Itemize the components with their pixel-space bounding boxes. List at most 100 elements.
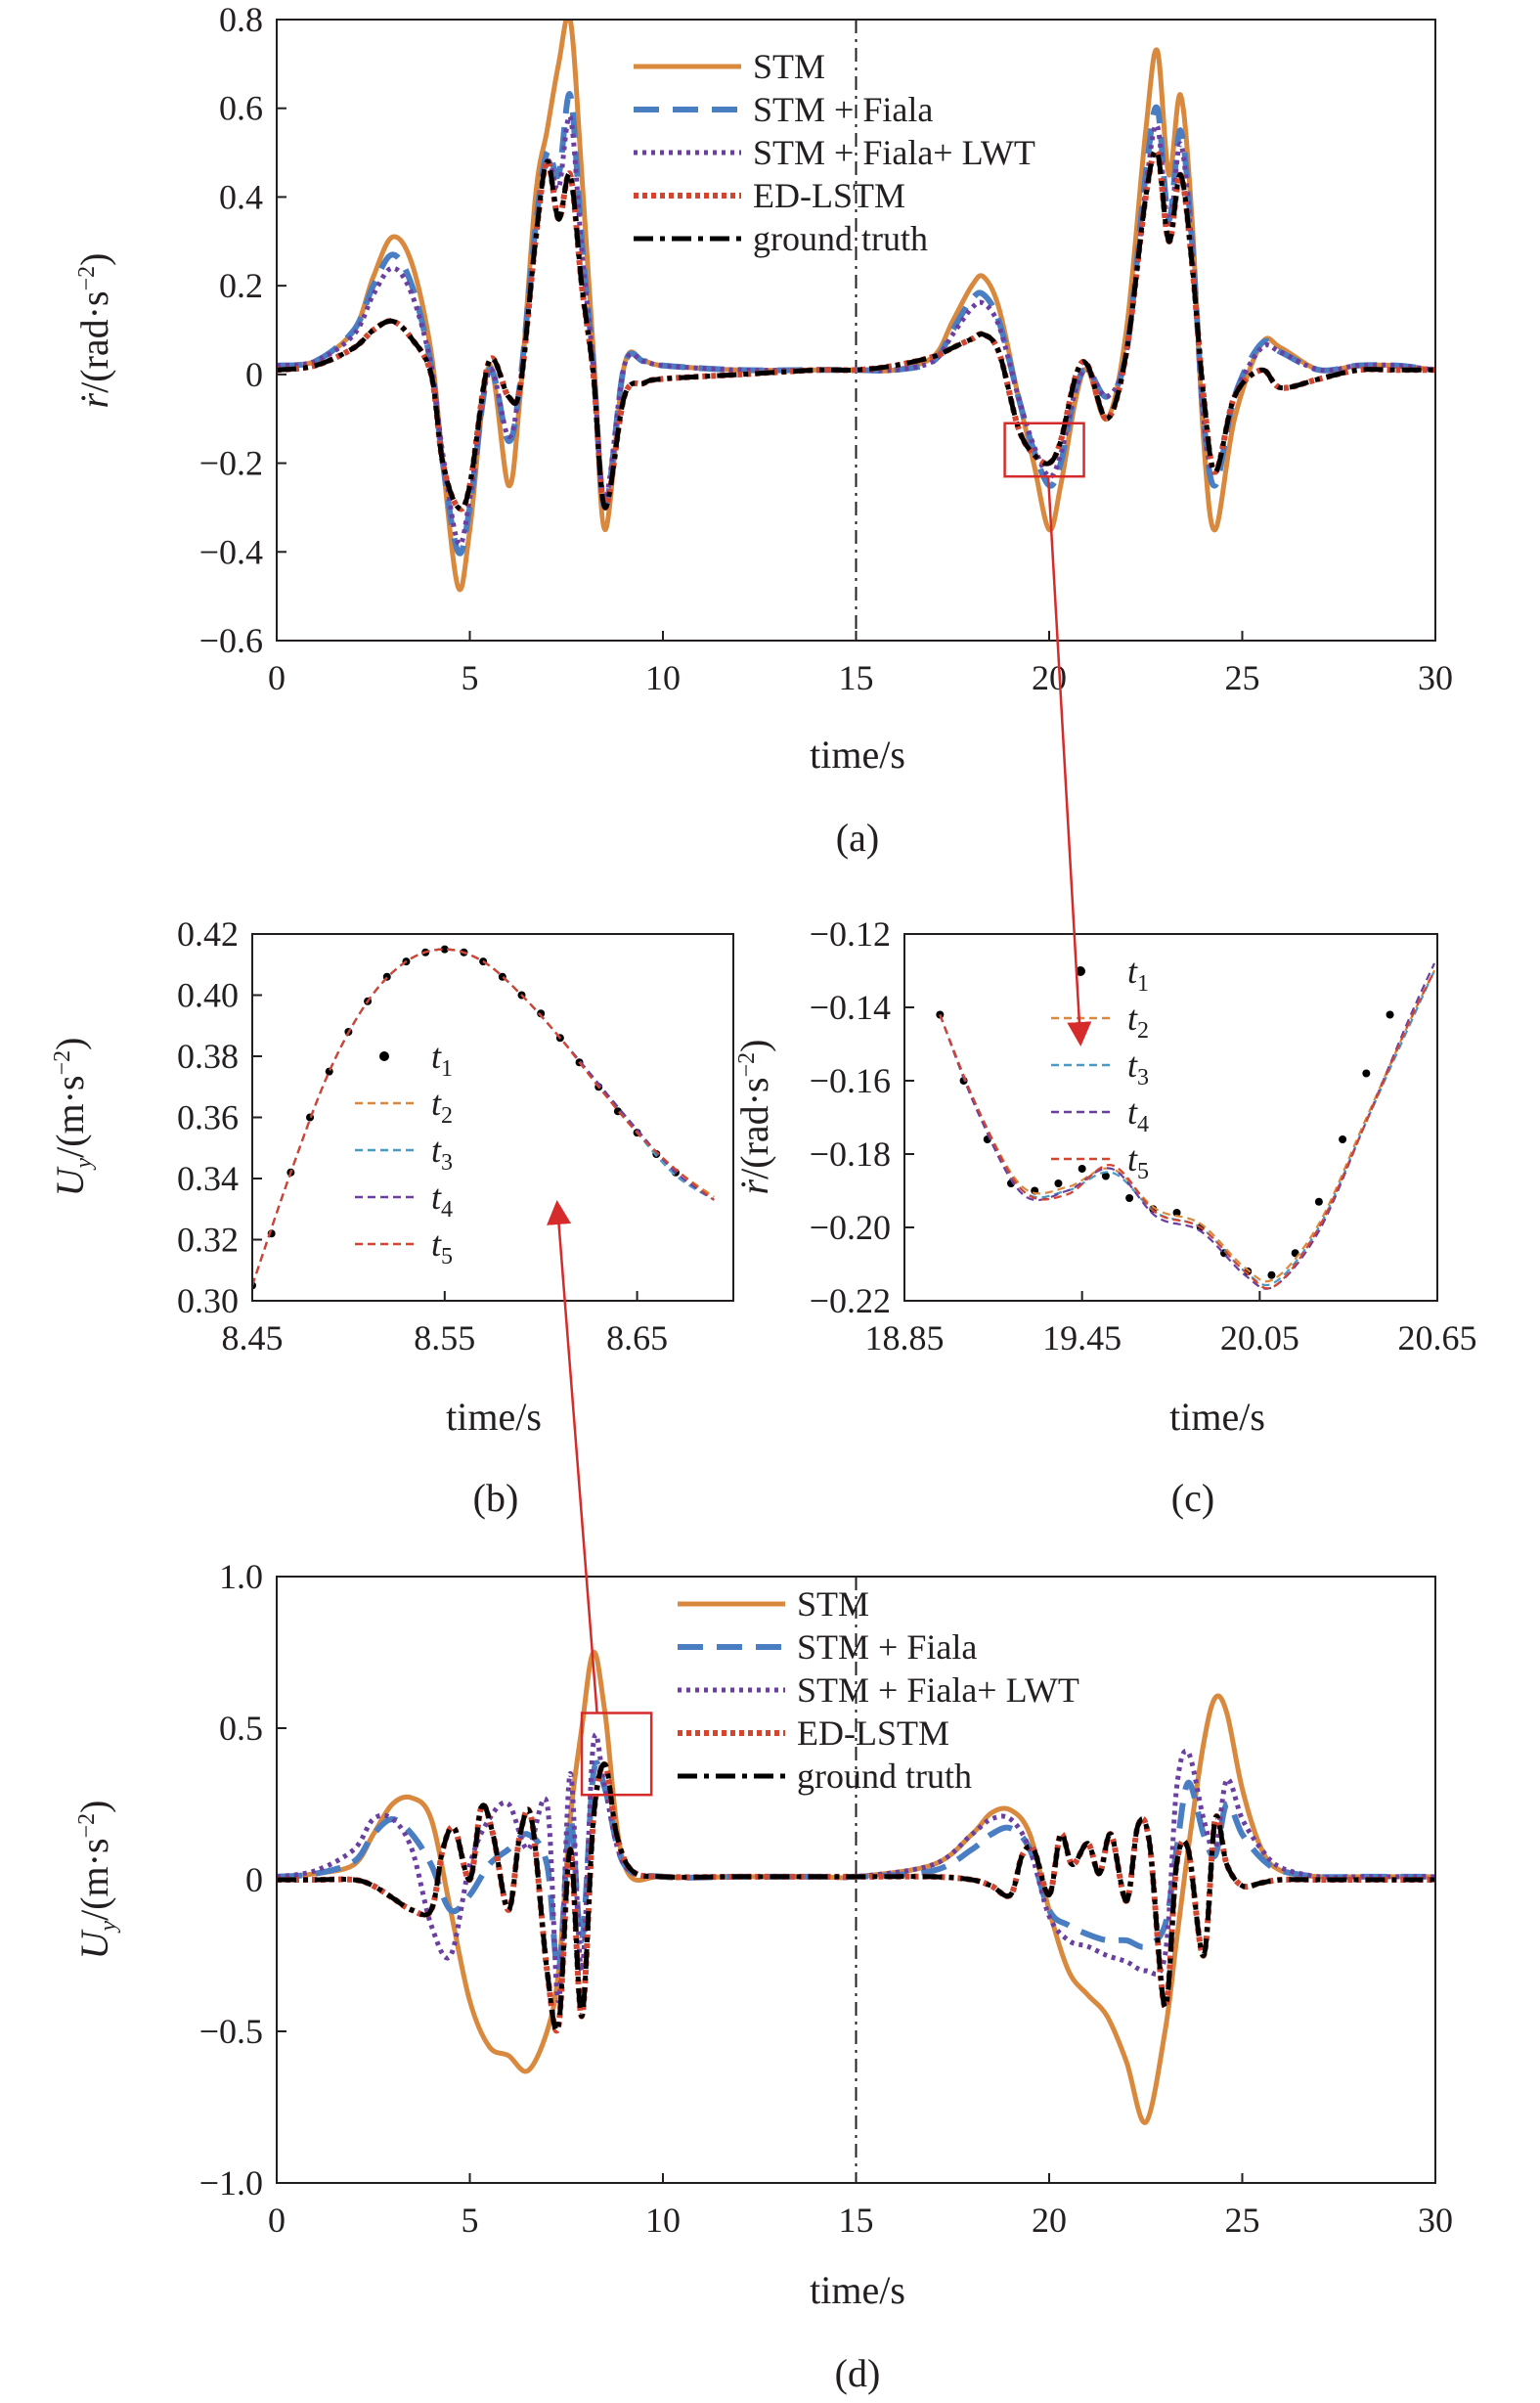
legend-label-base: t	[1127, 999, 1138, 1038]
y-tick-label: 0.8	[219, 0, 263, 39]
y-axis-label-unit: /(m·s	[72, 1838, 116, 1920]
x-tick-label: 25	[1225, 2201, 1260, 2240]
plot-frame	[276, 19, 1436, 642]
x-tick-label: 8.55	[414, 1318, 475, 1357]
y-tick-label: −0.5	[199, 2012, 263, 2051]
y-axis-label-close: )	[72, 253, 116, 266]
y-tick-label: 0.2	[219, 266, 263, 305]
y-tick-label: 0.30	[177, 1281, 239, 1320]
y-tick-label: −0.20	[810, 1208, 891, 1247]
legend-label: t2	[1127, 999, 1149, 1044]
y-axis-label: Uy/(m·s−2)	[72, 1801, 121, 1960]
x-tick-label: 20.65	[1398, 1318, 1477, 1357]
y-tick-label: −0.6	[199, 621, 263, 660]
legend-label: t1	[431, 1037, 453, 1082]
plot-area	[252, 945, 715, 1290]
legend-label: t3	[1127, 1046, 1149, 1090]
y-axis-label-unit: /(m·s	[48, 1075, 92, 1157]
zoom-box	[580, 1712, 653, 1797]
x-tick-label: 30	[1418, 658, 1453, 697]
y-tick-label: −0.2	[199, 444, 263, 483]
legend-label: STM + Fiala	[797, 1627, 977, 1667]
plot-frame	[276, 1576, 1436, 2184]
y-tick-label: 0	[245, 355, 263, 394]
series-line-t-5	[939, 970, 1435, 1290]
data-point-t_1	[537, 1009, 546, 1018]
legend-label-sub: 1	[1137, 971, 1149, 997]
panel-caption: (b)	[473, 1476, 519, 1520]
legend-label-base: t	[1127, 952, 1138, 991]
y-axis-label-exp: −2	[50, 1050, 75, 1076]
legend-label: ED-LSTM	[753, 176, 905, 215]
x-tick-label: 25	[1225, 658, 1260, 697]
y-tick-label: 0.38	[177, 1037, 239, 1076]
y-tick-label: −0.12	[810, 914, 891, 954]
legend-label: ground truth	[753, 219, 928, 258]
y-axis-label-var: U	[48, 1165, 92, 1196]
data-point-t_1	[1054, 1179, 1063, 1187]
legend-label: STM + Fiala+ LWT	[797, 1670, 1079, 1710]
y-axis-label-exp: −2	[74, 266, 100, 291]
x-tick-label: 20.05	[1220, 1318, 1299, 1357]
legend-label-base: t	[431, 1178, 442, 1217]
y-tick-label: 0	[245, 1860, 263, 1899]
y-tick-label: 0.6	[219, 89, 263, 128]
y-tick-label: −0.16	[810, 1061, 891, 1100]
panel-a: 0 5 10 15 20 25 30−0.6−0.4−0.200.20.40.60.8tim…	[72, 0, 1453, 860]
plot-frame	[251, 933, 734, 1302]
zoom-arrow-a-to-c	[1046, 476, 1092, 1046]
legend-label: t4	[431, 1178, 453, 1223]
y-tick-label: −0.18	[810, 1135, 891, 1174]
x-tick-label: 10	[645, 2201, 681, 2240]
y-tick-label: 0.36	[177, 1098, 239, 1137]
x-tick-label: 30	[1418, 2201, 1453, 2240]
x-tick-label: 20	[1032, 2201, 1067, 2240]
y-axis-label-close: )	[48, 1038, 92, 1050]
data-point-t_1	[1172, 1209, 1181, 1217]
y-axis-label-unit: /(rad·s	[732, 1077, 776, 1179]
panel-d: 0 5 10 15 20 25 30 −1.0 −0.5 0 0.5 1.0 time/s Uy/(m·s…	[72, 1557, 1453, 2395]
series-line-t-4	[939, 962, 1435, 1290]
x-tick-label: 5	[462, 2201, 479, 2240]
y-axis-label-exp: −2	[734, 1052, 760, 1078]
legend-label-sub: 1	[441, 1056, 453, 1082]
y-tick-label: 0.42	[177, 914, 239, 954]
panel-c: 18.85 19.45 20.05 20.65 −0.22 −0.20 −0.18 −0.16…	[732, 914, 1477, 1520]
x-tick-label: 8.45	[222, 1318, 284, 1357]
y-axis-label-unit: /(rad·s	[72, 290, 116, 392]
x-tick-label: 10	[645, 658, 681, 697]
x-tick-label: 5	[462, 658, 479, 697]
x-tick-label: 19.45	[1042, 1318, 1122, 1357]
x-tick-label: 15	[839, 2201, 874, 2240]
series-line-t-5	[252, 948, 715, 1286]
y-tick-label: 0.32	[177, 1221, 239, 1260]
legend-label-sub: 3	[441, 1150, 453, 1176]
legend-label: t1	[1127, 952, 1149, 997]
data-point-t_1	[1267, 1270, 1276, 1279]
y-axis-label-close: )	[72, 1801, 116, 1813]
y-axis-label-var: ṙ	[72, 392, 116, 408]
legend-label-sub: 5	[1137, 1159, 1149, 1184]
y-tick-label: −0.4	[199, 532, 263, 571]
data-point-t_1	[440, 945, 449, 954]
x-tick-label: 0	[268, 2201, 286, 2240]
y-tick-label: −0.14	[810, 988, 891, 1027]
data-point-t_1	[1101, 1172, 1110, 1180]
y-axis-label-sub: y	[96, 1921, 121, 1934]
y-tick-label: 1.0	[219, 1557, 263, 1596]
plot-area	[277, 1649, 1435, 2125]
legend-label-sub: 3	[1137, 1065, 1149, 1090]
legend-label-sub: 2	[1137, 1018, 1149, 1044]
y-tick-label: 0.34	[177, 1159, 239, 1198]
legend-label-base: t	[431, 1037, 442, 1076]
legend-label: STM + Fiala	[753, 90, 933, 129]
series-line-t-2	[939, 970, 1435, 1283]
legend-label: t2	[431, 1084, 453, 1129]
legend-label: ground truth	[797, 1757, 972, 1796]
y-axis-label-var: ṙ	[732, 1179, 776, 1194]
legend-label-base: t	[431, 1131, 442, 1170]
data-point-t_1	[325, 1067, 333, 1076]
legend-label-sub: 4	[441, 1197, 453, 1223]
